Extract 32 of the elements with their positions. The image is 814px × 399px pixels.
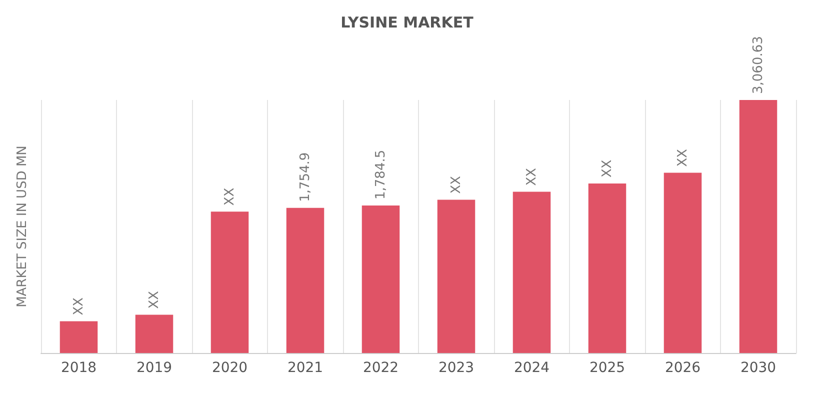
x-tick-label: 2026	[664, 360, 701, 376]
data-label: 1,784.5	[373, 150, 388, 200]
x-tick-label: 2020	[212, 360, 248, 376]
bar	[210, 212, 249, 353]
x-tick-label: 2021	[287, 360, 324, 376]
bar	[588, 184, 626, 353]
x-tick-label: 2024	[514, 360, 550, 376]
data-label: XX	[524, 168, 540, 186]
bar	[664, 172, 702, 353]
x-tick-label: 2023	[438, 360, 474, 376]
y-axis-title: MARKET SIZE IN USD MN	[15, 146, 30, 308]
data-label: XX	[146, 290, 162, 309]
bar	[437, 200, 476, 353]
x-tick-label: 2025	[589, 360, 626, 376]
data-label: XX	[600, 160, 615, 178]
chart-title: LYSINE MARKET	[340, 14, 474, 32]
bar	[286, 208, 324, 353]
data-label: XX	[222, 188, 238, 206]
bar	[135, 314, 174, 353]
bar	[739, 100, 778, 353]
x-tick-label: 2030	[740, 360, 776, 376]
data-label: XX	[71, 297, 86, 316]
x-tick-label: 2018	[60, 360, 97, 376]
bar	[362, 205, 400, 353]
data-label: XX	[448, 176, 464, 194]
x-tick-label: 2022	[362, 360, 399, 376]
bar	[512, 192, 551, 353]
x-tick-label: 2019	[136, 360, 172, 376]
data-label: XX	[675, 148, 690, 167]
data-label: 1,754.9	[298, 152, 313, 202]
data-label: 3,060.63	[750, 36, 766, 94]
bar	[60, 321, 98, 353]
